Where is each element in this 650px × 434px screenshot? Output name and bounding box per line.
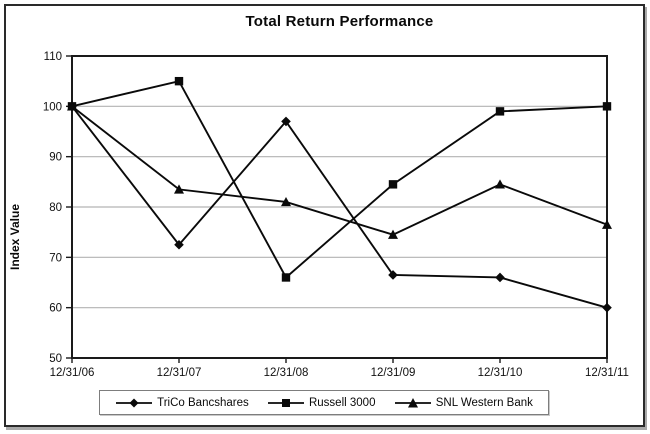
y-tick-label: 50 [49,353,62,365]
x-tick-label: 12/31/07 [157,367,202,379]
series-line-triangle [71,105,608,236]
y-tick-label: 60 [49,303,62,315]
data-point-diamond [495,272,505,283]
data-point-triangle [174,184,184,194]
data-point-square [602,102,612,111]
x-tick-label: 12/31/11 [585,367,629,379]
data-point-diamond [388,270,398,280]
y-tick-label: 80 [49,202,62,214]
diamond-line-marker-icon [116,398,153,407]
series-line-diamond [71,105,608,309]
x-tick-label: 12/31/09 [371,367,416,379]
data-point-diamond [174,239,184,250]
data-point-square [495,107,505,116]
x-tick-label: 12/31/10 [478,367,523,379]
series-line-square [71,80,608,279]
data-point-diamond [602,302,612,313]
legend: TriCo Bancshares Russell 3000 SNL Wester… [99,390,549,415]
data-point-triangle [495,179,505,189]
legend-item-snl-western-bank: SNL Western Bank [394,397,533,409]
chart-title: Total Return Performance [245,13,434,30]
legend-label-trico-bancshares: TriCo Bancshares [157,396,249,409]
data-point-square [388,180,398,189]
x-tick-label: 12/31/08 [264,367,309,379]
legend-label-russell-3000: Russell 3000 [308,396,376,409]
y-tick-label: 90 [49,152,62,164]
data-point-triangle [602,219,612,229]
square-line-marker-icon [267,398,304,407]
legend-item-russell-3000: Russell 3000 [267,397,375,409]
data-point-triangle [281,196,291,207]
y-tick-label: 100 [43,101,62,113]
y-tick-label: 110 [44,51,62,63]
triangle-line-marker-icon [394,397,431,407]
legend-item-trico-bancshares: TriCo Bancshares [115,397,249,409]
x-tick-label: 12/31/06 [50,367,95,379]
data-point-triangle [67,101,77,111]
y-tick-label: 70 [49,252,62,264]
data-point-square [174,76,184,86]
plot-area: 50 60 70 80 90 100 110 12/31/06 12/31/07 12/31/08… [43,51,629,379]
data-point-triangle [388,229,398,239]
chart-outer-frame [4,4,645,427]
data-point-square [281,273,291,282]
legend-label-snl-western-bank: SNL Western Bank [435,396,533,409]
data-point-diamond [281,116,291,127]
